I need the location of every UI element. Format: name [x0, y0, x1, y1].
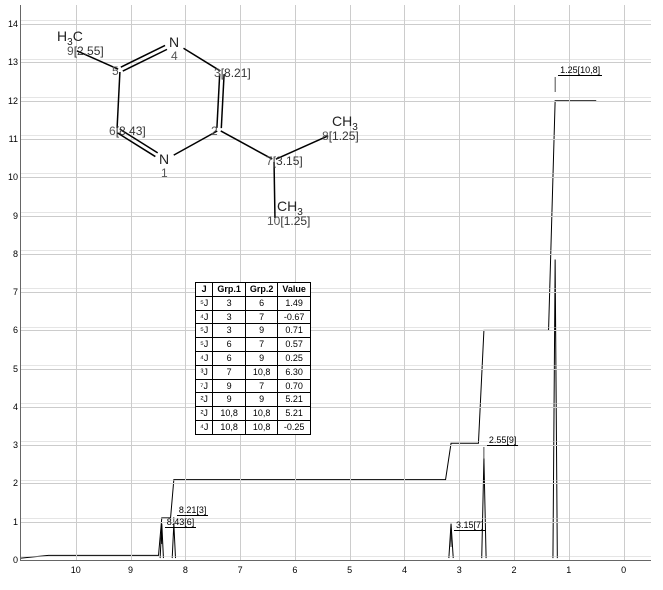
- node-number: 5: [112, 64, 119, 78]
- x-tick-label: 9: [128, 565, 133, 575]
- y-tick-label: 12: [3, 96, 18, 106]
- peak-label: 1.25[10,8]: [558, 65, 602, 76]
- jtable-header: J: [196, 283, 213, 297]
- table-row: ⁵J670.57: [196, 338, 311, 352]
- x-tick-label: 0: [621, 565, 626, 575]
- table-row: ⁴J10,810,8-0.25: [196, 420, 311, 434]
- table-row: ⁵J361.49: [196, 296, 311, 310]
- y-tick-label: 9: [3, 211, 18, 221]
- y-tick-label: 14: [3, 19, 18, 29]
- x-tick-label: 5: [347, 565, 352, 575]
- y-tick-label: 10: [3, 172, 18, 182]
- group-label: CH3: [332, 113, 358, 133]
- node-number: 7[3.15]: [266, 154, 303, 168]
- y-tick-label: 1: [3, 517, 18, 527]
- x-tick-label: 7: [238, 565, 243, 575]
- table-row: ²J10,810,85.21: [196, 407, 311, 421]
- node-number: 3[8.21]: [214, 66, 251, 80]
- x-tick-label: 4: [402, 565, 407, 575]
- molecule-diagram: N1N423[8.21]56[8.43]7[3.15]8[1.25]CH39[2…: [40, 15, 370, 245]
- y-tick-label: 13: [3, 57, 18, 67]
- x-tick-label: 2: [512, 565, 517, 575]
- node-number: 2: [211, 124, 218, 138]
- y-tick-label: 8: [3, 249, 18, 259]
- y-tick-label: 0: [3, 555, 18, 565]
- jtable-header: Grp.2: [245, 283, 278, 297]
- jtable-header: Grp.1: [213, 283, 246, 297]
- x-tick-label: 1: [566, 565, 571, 575]
- table-row: ⁷J970.70: [196, 379, 311, 393]
- y-tick-label: 6: [3, 325, 18, 335]
- y-tick-label: 7: [3, 287, 18, 297]
- peak-label: 2.55[9]: [487, 435, 519, 446]
- group-label: H3C: [57, 28, 83, 48]
- jtable-header: Value: [278, 283, 311, 297]
- y-tick-label: 3: [3, 440, 18, 450]
- table-row: ³J710,86.30: [196, 365, 311, 379]
- atom-label: N: [169, 34, 179, 50]
- y-tick-label: 2: [3, 478, 18, 488]
- x-tick-label: 6: [292, 565, 297, 575]
- j-coupling-table: JGrp.1Grp.2Value⁵J361.49⁴J37-0.67⁵J390.7…: [195, 282, 311, 435]
- atom-number: 1: [161, 166, 168, 180]
- atom-label: N: [159, 151, 169, 167]
- atom-number: 4: [171, 49, 178, 63]
- y-tick-label: 5: [3, 364, 18, 374]
- table-row: ⁵J390.71: [196, 324, 311, 338]
- y-tick-label: 11: [3, 134, 18, 144]
- x-tick-label: 3: [457, 565, 462, 575]
- x-tick-label: 8: [183, 565, 188, 575]
- peak-label: 3.15[7]: [454, 520, 486, 531]
- x-tick-label: 10: [71, 565, 81, 575]
- table-row: ²J995.21: [196, 393, 311, 407]
- table-row: ⁴J690.25: [196, 351, 311, 365]
- y-tick-label: 4: [3, 402, 18, 412]
- peak-label: 8.21[3]: [177, 505, 209, 516]
- peak-label: 8.43[6]: [165, 517, 197, 528]
- group-label: CH3: [277, 198, 303, 218]
- node-number: 6[8.43]: [109, 124, 146, 138]
- table-row: ⁴J37-0.67: [196, 310, 311, 324]
